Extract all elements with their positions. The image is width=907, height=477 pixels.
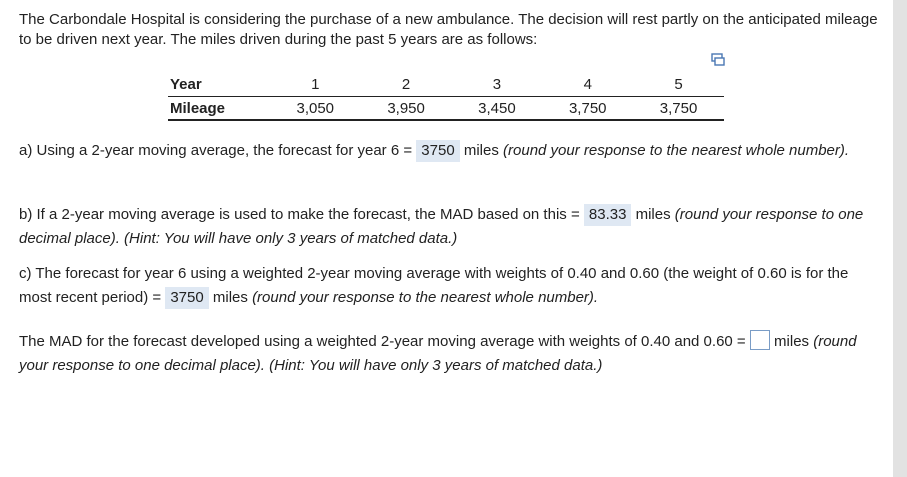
question-a-text: a) Using a 2-year moving average, the fo…: [19, 142, 413, 159]
answer-d-input[interactable]: [749, 330, 770, 350]
question-c-text: c) The forecast for year 6 using a weigh…: [19, 265, 849, 306]
answer-a-field[interactable]: 3750: [416, 140, 460, 162]
row-label-mileage: Mileage: [168, 96, 270, 121]
question-d-text: The MAD for the forecast developed using…: [19, 333, 746, 350]
answer-b-field[interactable]: 83.33: [583, 204, 632, 226]
question-a: a) Using a 2-year moving average, the fo…: [19, 139, 879, 163]
answer-c-field[interactable]: 3750: [165, 287, 209, 309]
question-b-text: b) If a 2-year moving average is used to…: [19, 206, 580, 223]
year-cell: 4: [542, 73, 634, 97]
copy-table-icon[interactable]: [711, 53, 725, 67]
question-b: b) If a 2-year moving average is used to…: [19, 203, 879, 251]
question-d-hint: (round your response to one decimal plac…: [19, 333, 857, 374]
mileage-cell: 3,750: [633, 96, 724, 121]
mileage-table: Year 1 2 3 4 5 Mileage 3,050 3,950 3,450…: [168, 73, 724, 121]
year-cell: 3: [451, 73, 543, 97]
question-c: c) The forecast for year 6 using a weigh…: [19, 262, 879, 310]
question-d-unit: miles: [774, 333, 810, 350]
question-b-unit: miles: [635, 206, 671, 223]
row-label-year: Year: [168, 73, 270, 97]
year-cell: 2: [360, 73, 452, 97]
year-cell: 5: [633, 73, 724, 97]
problem-intro: The Carbondale Hospital is considering t…: [19, 11, 878, 48]
question-c-unit: miles: [212, 289, 248, 306]
mileage-cell: 3,950: [360, 96, 452, 121]
question-a-unit: miles: [463, 142, 499, 159]
mileage-cell: 3,450: [451, 96, 543, 121]
vertical-scrollbar[interactable]: [893, 0, 907, 477]
mileage-cell: 3,050: [269, 96, 361, 121]
question-d: The MAD for the forecast developed using…: [19, 330, 879, 378]
question-c-hint: (round your response to the nearest whol…: [252, 289, 599, 306]
question-a-hint: (round your response to the nearest whol…: [503, 142, 850, 159]
table-row-mileage: Mileage 3,050 3,950 3,450 3,750 3,750: [168, 96, 724, 121]
year-cell: 1: [269, 73, 361, 97]
table-row-year: Year 1 2 3 4 5: [168, 73, 724, 97]
question-b-hint: (round your response to one decimal plac…: [19, 206, 864, 247]
mileage-cell: 3,750: [542, 96, 634, 121]
